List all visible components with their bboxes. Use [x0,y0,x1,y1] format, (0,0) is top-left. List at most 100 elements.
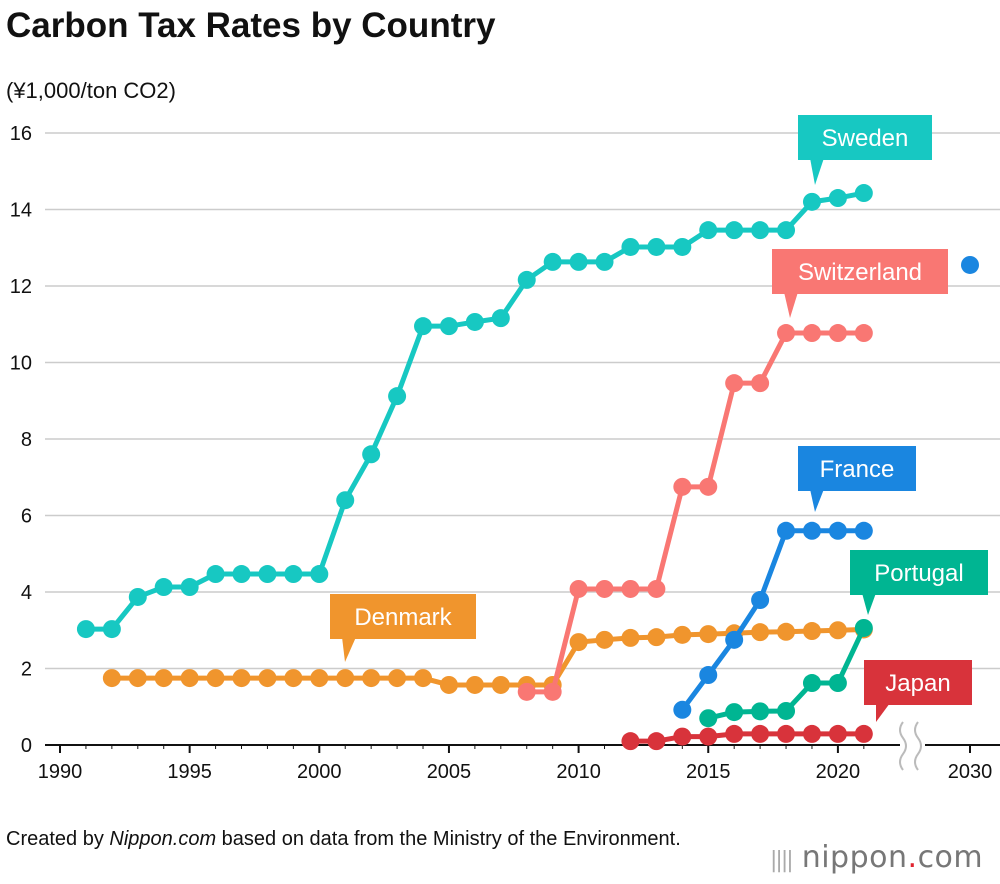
x-tick-label: 2010 [556,761,601,783]
data-point-denmark [180,669,199,688]
data-point-sweden [76,620,95,639]
series-sweden [76,184,873,639]
callout-pointer [342,637,356,662]
data-point-denmark [128,669,147,688]
series-label-france: France [820,456,895,483]
y-tick-label: 8 [21,429,32,451]
data-point-switzerland [517,682,536,701]
data-point-japan [699,727,718,746]
data-point-denmark [595,630,614,649]
data-point-sweden [621,237,640,256]
data-point-sweden [673,237,692,256]
x-tick-label: 1995 [167,761,212,783]
data-point-japan [621,732,640,751]
data-point-switzerland [777,324,796,343]
data-point-denmark [388,669,407,688]
data-point-denmark [102,669,121,688]
data-point-france [673,700,692,719]
data-point-switzerland [647,579,666,598]
data-point-france [854,521,873,540]
data-point-switzerland [673,477,692,496]
x-tick-label: 2000 [297,761,342,783]
data-point-sweden [595,252,614,271]
callout-box [798,446,916,491]
x-tick-label: 2005 [427,761,472,783]
data-point-portugal [854,618,873,637]
data-point-denmark [336,669,355,688]
data-point-france [699,666,718,685]
x-tick-label: 2015 [686,761,731,783]
data-point-denmark [232,669,251,688]
data-point-denmark [828,621,847,640]
y-tick-label: 12 [10,276,32,298]
callout-box [330,594,476,639]
data-point-sweden [102,620,121,639]
source-note: Created by Nippon.com based on data from… [6,826,726,853]
data-point-portugal [699,709,718,728]
data-point-portugal [751,702,770,721]
y-tick-label: 4 [21,582,32,604]
data-point-japan [647,732,666,751]
footer-suffix: based on data from the Ministry of the E… [216,828,681,850]
data-point-denmark [414,669,433,688]
series-line-sweden [85,190,865,632]
data-point-france-2030 [961,255,979,274]
data-point-switzerland [699,477,718,496]
data-point-denmark [699,625,718,644]
data-point-switzerland [802,324,821,343]
data-point-sweden [465,312,484,331]
data-point-sweden [310,565,329,584]
callout-sweden: Sweden [798,115,932,185]
logo-dot: . [907,840,918,875]
series-label-switzerland: Switzerland [798,259,922,286]
data-point-japan [802,724,821,743]
callout-box [798,115,932,160]
data-point-sweden [128,587,147,606]
data-point-switzerland [854,324,873,343]
data-point-denmark [206,669,225,688]
data-point-switzerland [751,374,770,393]
data-point-france [777,521,796,540]
data-point-france [751,591,770,610]
data-point-switzerland [828,324,847,343]
data-point-switzerland [725,374,744,393]
data-point-sweden [854,184,873,203]
y-tick-label: 10 [10,353,32,375]
data-point-denmark [284,669,303,688]
data-point-switzerland [621,579,640,598]
data-point-denmark [491,675,510,694]
data-point-japan [777,724,796,743]
axis-break-mark [899,721,907,771]
nippon-logo: |||| nippon.com [770,840,984,875]
data-point-denmark [439,675,458,694]
data-point-sweden [154,578,173,597]
callout-pointer [810,489,824,512]
data-point-denmark [621,628,640,647]
data-point-portugal [802,674,821,693]
callout-portugal: Portugal [850,550,988,615]
y-tick-label: 16 [10,123,32,145]
data-point-denmark [465,675,484,694]
callout-denmark: Denmark [330,594,476,662]
callout-japan: Japan [864,660,972,722]
callout-switzerland: Switzerland [772,249,948,318]
data-point-denmark [310,669,329,688]
data-point-japan [751,724,770,743]
axis-break-mark [914,721,922,771]
data-point-sweden [336,491,355,510]
data-point-sweden [232,565,251,584]
data-point-sweden [725,221,744,240]
data-point-switzerland [595,579,614,598]
data-point-sweden [569,252,588,271]
callout-box [864,660,972,705]
callout-pointer [810,158,824,185]
data-point-sweden [284,565,303,584]
data-point-japan [673,727,692,746]
data-point-denmark [154,669,173,688]
data-point-denmark [802,622,821,641]
data-point-switzerland [543,682,562,701]
data-point-denmark [673,625,692,644]
data-point-france [725,630,744,649]
